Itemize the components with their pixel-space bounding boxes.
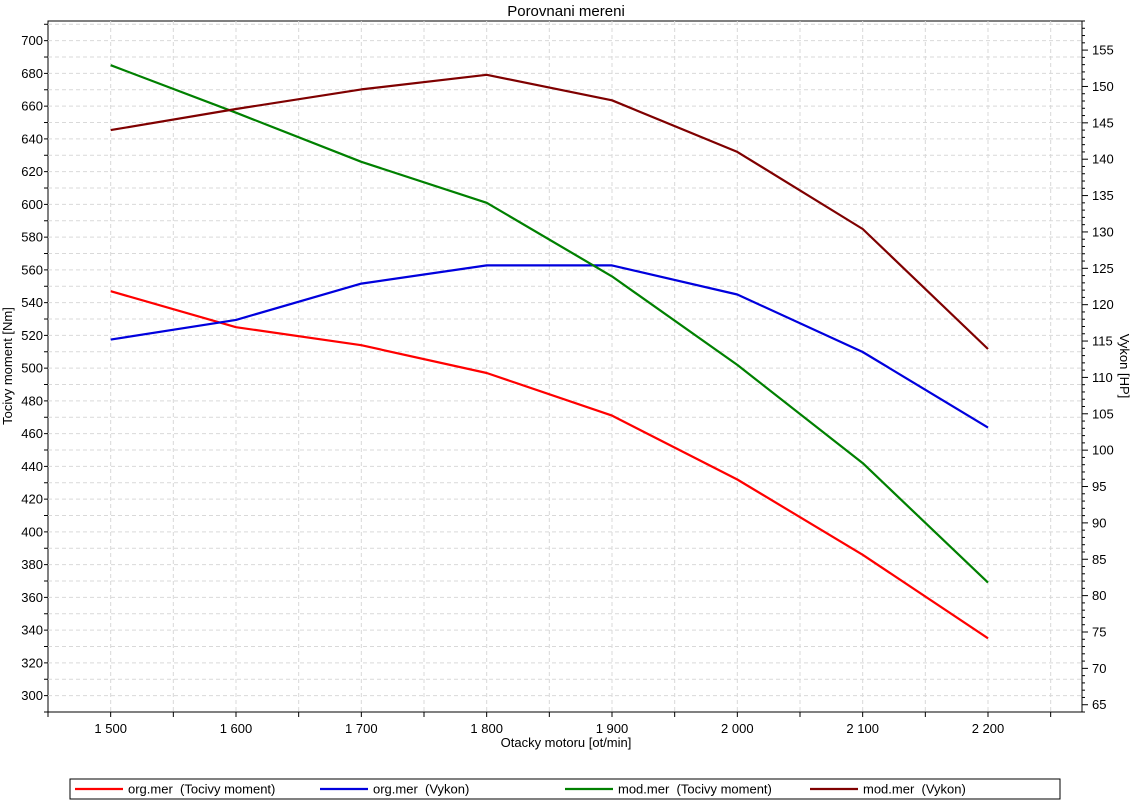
plot-frame (47, 20, 1083, 713)
y-left-tick-label: 640 (21, 131, 43, 146)
y-right-tick-label: 75 (1092, 624, 1106, 639)
y-right-tick-label: 115 (1092, 334, 1113, 349)
series-line-4 (110, 73, 989, 350)
y-axis-left-title: Tocivy moment [Nm] (0, 307, 15, 425)
y-left-tick-label: 480 (21, 393, 43, 408)
y-axis-right-title: Vykon [HP] (1117, 334, 1132, 399)
y-left-tick-label: 620 (21, 164, 43, 179)
y-left-tick-label: 400 (21, 524, 43, 539)
y-right-tick-label: 105 (1092, 406, 1114, 421)
legend-label-3: mod.mer (Tocivy moment) (618, 782, 772, 797)
series-line-3 (110, 64, 989, 584)
y-right-tick-label: 120 (1092, 297, 1114, 312)
y-left-tick-label: 340 (21, 623, 43, 638)
series-line-1 (110, 290, 989, 640)
y-left-tick-label: 540 (21, 295, 43, 310)
y-right-tick-label: 70 (1092, 661, 1106, 676)
y-left-tick-label: 580 (21, 230, 43, 245)
legend-label-2: org.mer (Vykon) (373, 782, 469, 797)
legend-label-1: org.mer (Tocivy moment) (128, 782, 275, 797)
y-left-tick-label: 380 (21, 557, 43, 572)
y-right-tick-label: 65 (1092, 697, 1106, 712)
y-left-tick-label: 320 (21, 655, 43, 670)
y-right-tick-label: 150 (1092, 79, 1114, 94)
y-right-tick-label: 155 (1092, 43, 1114, 58)
y-left-tick-label: 500 (21, 361, 43, 376)
x-tick-label: 2 000 (721, 721, 754, 736)
x-tick-label: 1 700 (345, 721, 378, 736)
x-tick-label: 1 500 (94, 721, 127, 736)
y-left-tick-label: 660 (21, 99, 43, 114)
y-left-tick-label: 300 (21, 688, 43, 703)
x-tick-label: 1 600 (220, 721, 253, 736)
x-tick-label: 2 100 (846, 721, 879, 736)
y-right-tick-label: 140 (1092, 152, 1114, 167)
x-tick-label: 2 200 (972, 721, 1005, 736)
y-left-tick-label: 360 (21, 590, 43, 605)
series-line-2 (110, 264, 989, 429)
y-left-tick-label: 680 (21, 66, 43, 81)
y-left-tick-label: 440 (21, 459, 43, 474)
y-right-tick-label: 80 (1092, 588, 1106, 603)
y-right-tick-label: 100 (1092, 443, 1114, 458)
y-left-tick-label: 560 (21, 262, 43, 277)
y-left-tick-label: 520 (21, 328, 43, 343)
y-right-tick-label: 135 (1092, 188, 1114, 203)
y-right-tick-label: 95 (1092, 479, 1106, 494)
y-left-tick-label: 460 (21, 426, 43, 441)
y-right-tick-label: 85 (1092, 552, 1106, 567)
y-right-tick-label: 130 (1092, 224, 1114, 239)
x-axis-title: Otacky motoru [ot/min] (501, 735, 632, 750)
chart-title: Porovnani mereni (507, 3, 625, 20)
x-tick-label: 1 800 (470, 721, 503, 736)
legend-label-4: mod.mer (Vykon) (863, 782, 966, 797)
y-right-tick-label: 110 (1092, 370, 1113, 385)
y-right-tick-label: 145 (1092, 115, 1114, 130)
plot-area: 1 500 1 600 1 700 1 800 1 900 2 000 2 100 2 200… (21, 20, 1114, 736)
y-left-tick-label: 700 (21, 33, 43, 48)
y-right-tick-label: 125 (1092, 261, 1114, 276)
y-left-tick-label: 600 (21, 197, 43, 212)
legend: org.mer (Tocivy moment) org.mer (Vykon) mo… (69, 778, 1061, 800)
y-right-tick-label: 90 (1092, 515, 1106, 530)
y-left-tick-label: 420 (21, 492, 43, 507)
x-tick-label: 1 900 (596, 721, 629, 736)
